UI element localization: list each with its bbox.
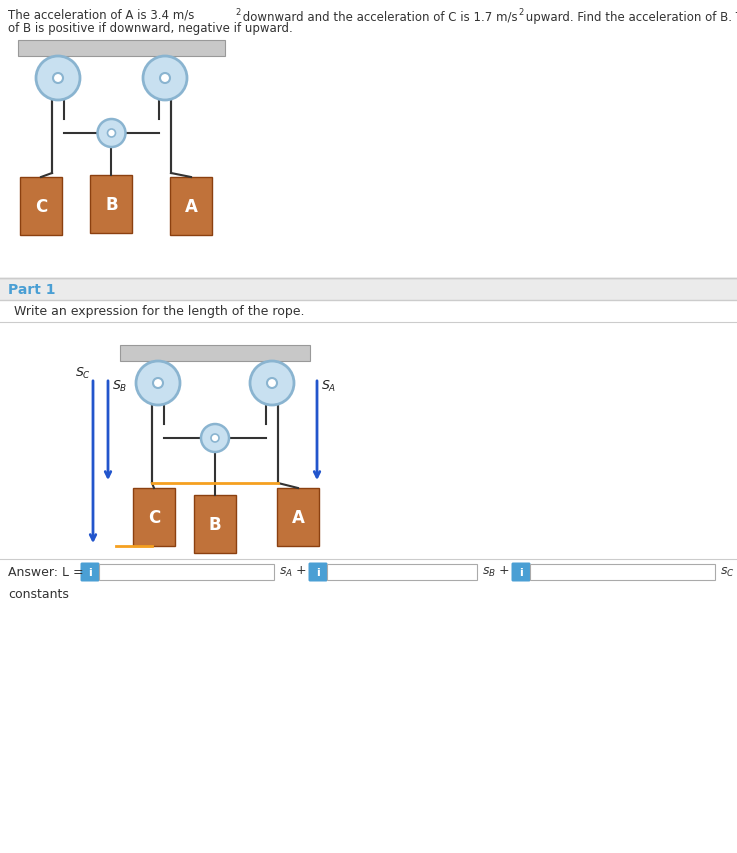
Text: C: C — [148, 508, 160, 526]
FancyBboxPatch shape — [511, 563, 531, 582]
Text: Part 1: Part 1 — [8, 282, 55, 297]
Text: $S_A$: $S_A$ — [321, 379, 336, 393]
Circle shape — [53, 74, 63, 84]
Circle shape — [153, 379, 163, 389]
Text: i: i — [88, 567, 92, 577]
Text: constants: constants — [8, 588, 69, 601]
FancyBboxPatch shape — [530, 565, 715, 580]
Text: upward. Find the acceleration of B. The acceleration: upward. Find the acceleration of B. The … — [522, 11, 737, 24]
Circle shape — [267, 379, 277, 389]
FancyBboxPatch shape — [194, 496, 236, 554]
FancyBboxPatch shape — [20, 177, 62, 235]
FancyBboxPatch shape — [133, 489, 175, 547]
Circle shape — [160, 74, 170, 84]
Text: 2: 2 — [518, 8, 523, 17]
Circle shape — [136, 362, 180, 405]
Circle shape — [211, 434, 219, 443]
Circle shape — [143, 57, 187, 101]
Circle shape — [250, 362, 294, 405]
FancyBboxPatch shape — [170, 177, 212, 235]
Circle shape — [201, 425, 229, 452]
Circle shape — [108, 130, 116, 138]
Text: The acceleration of A is 3.4 m/s: The acceleration of A is 3.4 m/s — [8, 8, 195, 21]
Text: Write an expression for the length of the rope.: Write an expression for the length of th… — [14, 305, 304, 318]
FancyBboxPatch shape — [80, 563, 99, 582]
Text: downward and the acceleration of C is 1.7 m/s: downward and the acceleration of C is 1.… — [239, 11, 517, 24]
Text: A: A — [292, 508, 304, 526]
Text: $s_C$ +: $s_C$ + — [720, 565, 737, 578]
Text: i: i — [519, 567, 523, 577]
Text: 2: 2 — [235, 8, 240, 17]
Text: Answer: L =: Answer: L = — [8, 565, 83, 577]
Text: $S_C$: $S_C$ — [75, 366, 91, 380]
FancyBboxPatch shape — [277, 489, 319, 547]
FancyBboxPatch shape — [0, 279, 737, 300]
Text: $S_B$: $S_B$ — [112, 379, 128, 393]
FancyBboxPatch shape — [309, 563, 327, 582]
Text: of B is positive if downward, negative if upward.: of B is positive if downward, negative i… — [8, 22, 293, 35]
Text: $s_A$ +: $s_A$ + — [279, 565, 307, 578]
Text: A: A — [184, 198, 198, 216]
FancyBboxPatch shape — [91, 176, 133, 234]
Circle shape — [97, 120, 125, 148]
Text: $s_B$ +: $s_B$ + — [482, 565, 510, 578]
FancyBboxPatch shape — [99, 565, 274, 580]
Text: i: i — [316, 567, 320, 577]
Text: C: C — [35, 198, 47, 216]
FancyBboxPatch shape — [18, 41, 225, 57]
Text: B: B — [209, 515, 221, 533]
FancyBboxPatch shape — [327, 565, 477, 580]
Circle shape — [36, 57, 80, 101]
FancyBboxPatch shape — [120, 345, 310, 362]
Text: B: B — [105, 196, 118, 214]
